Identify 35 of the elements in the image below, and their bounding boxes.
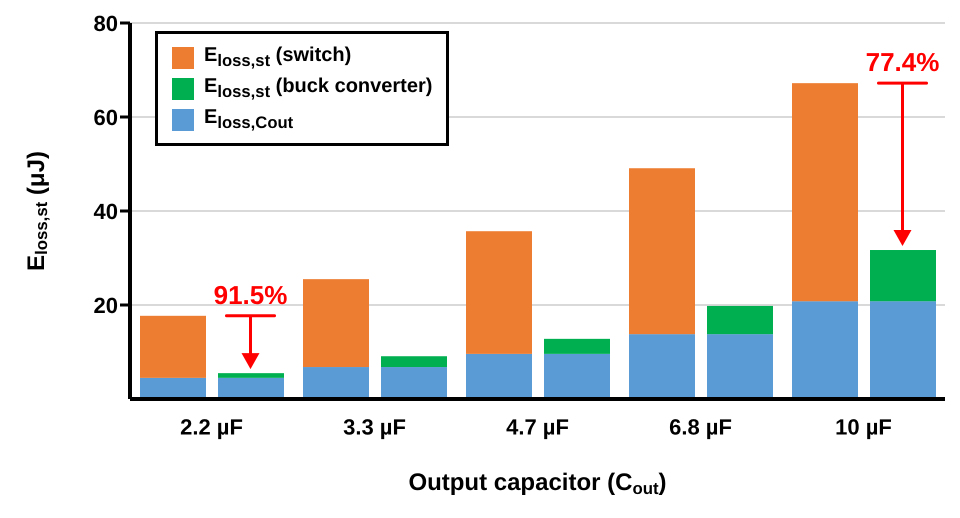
bar [218,378,284,399]
bar [544,354,610,399]
bar [466,231,532,354]
bar [792,83,858,302]
bar [140,378,206,399]
bar [870,301,936,399]
bar [629,168,695,334]
bar [381,356,447,368]
bar [303,279,369,368]
y-tick-label: 40 [94,198,118,224]
bar [629,334,695,399]
bar [707,306,773,334]
x-tick-label: 3.3 µF [343,414,406,440]
y-tick-label: 20 [94,292,118,318]
legend-label: E$_{loss,st}$ (switch) [204,44,352,71]
bar [707,334,773,399]
bar [218,373,284,378]
x-axis-title: Output capacitor (C$_{out}$) [408,469,667,498]
bar [381,367,447,399]
annotation: 77.4% [866,47,940,78]
legend-label: E$_{loss,st}$ (buck converter) [204,75,432,102]
x-tick-label: 2.2 µF [180,414,243,440]
x-tick-label: 4.7 µF [506,414,569,440]
bar [792,301,858,399]
legend-label: E$_{loss,Cout}$ [204,106,294,133]
x-tick-label: 6.8 µF [669,414,732,440]
y-tick-label: 60 [94,104,118,130]
annotation: 91.5% [214,280,288,310]
bar [303,367,369,399]
y-tick-label: 80 [94,10,118,36]
bar [870,250,936,302]
bar [544,338,610,354]
bar [140,316,206,378]
bar [466,354,532,399]
x-tick-label: 10 µF [835,414,892,440]
